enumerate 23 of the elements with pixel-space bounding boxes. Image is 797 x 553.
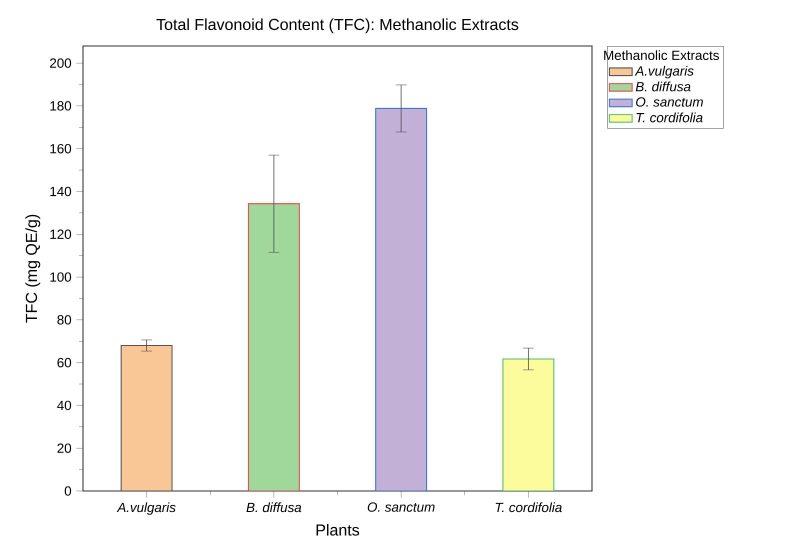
y-tick-label: 120 [50, 230, 72, 239]
legend-label: A.vulgaris [634, 66, 694, 78]
x-tick-label: B. diffusa [246, 502, 302, 512]
y-tick-label: 0 [64, 486, 72, 496]
y-tick-label: 200 [50, 58, 72, 68]
legend-title: Methanolic Extracts [604, 50, 719, 60]
y-tick-label: 140 [50, 186, 72, 196]
x-tick-label: A.vulgaris [116, 502, 176, 515]
y-tick-label: 180 [50, 101, 72, 111]
y-tick-label: 160 [50, 144, 72, 154]
y-tick-label: 40 [57, 400, 72, 410]
y-tick-label: 20 [57, 443, 72, 453]
y-tick-label: 60 [57, 358, 72, 368]
legend-label: B. diffusa [636, 82, 690, 92]
chart-title: Total Flavonoid Content (TFC): Methanolic Extracts [156, 18, 518, 34]
x-tick-label: O. sanctum [368, 502, 435, 512]
y-tick-label: 100 [50, 272, 72, 282]
legend-label: T. cordifolia [636, 112, 703, 122]
y-tick-label: 80 [57, 315, 72, 325]
x-tick-label: T. cordifolia [496, 502, 562, 512]
legend-label: O. sanctum [636, 97, 703, 107]
y-axis-title: TFC (mg QE/g) [25, 214, 40, 323]
x-axis-title: Plants [316, 524, 360, 536]
